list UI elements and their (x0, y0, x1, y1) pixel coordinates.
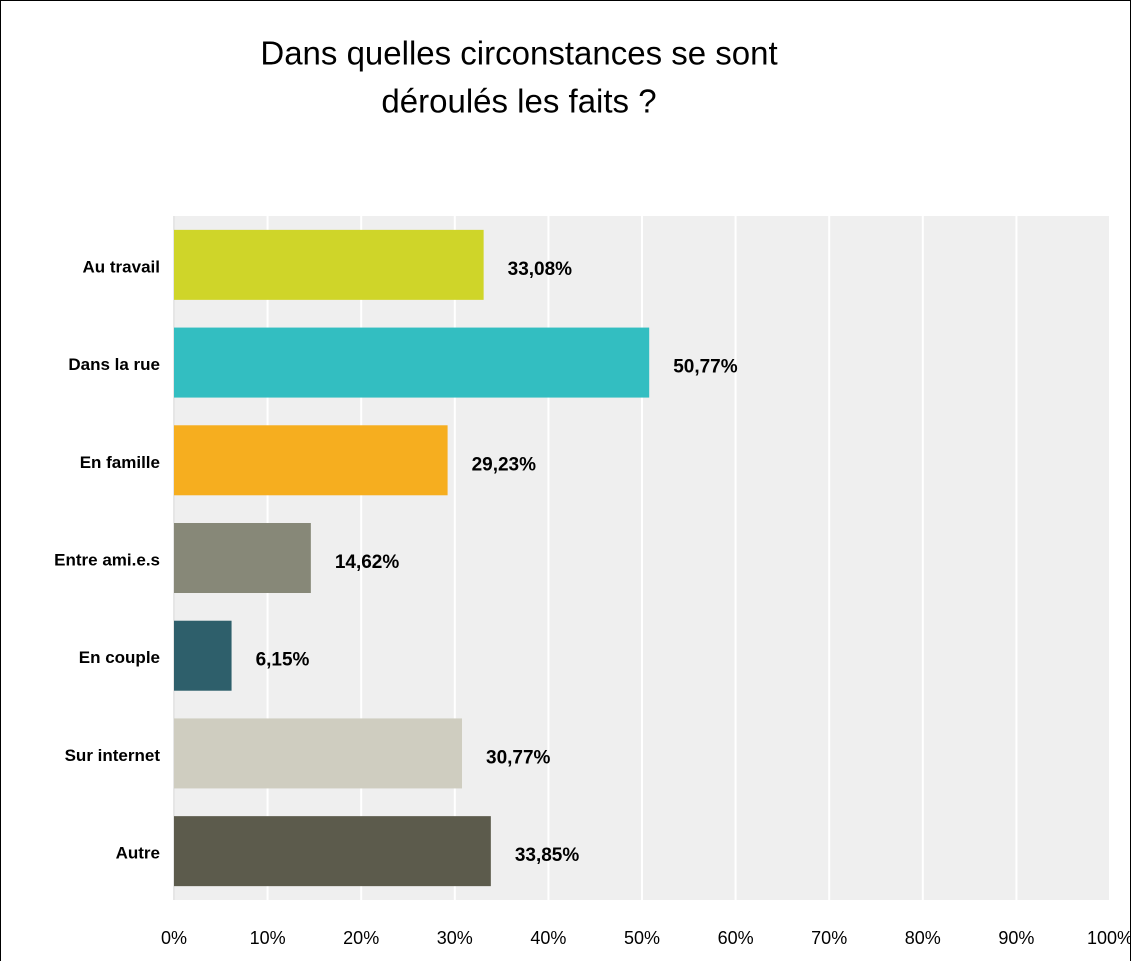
bar (174, 718, 463, 789)
x-tick-label: 0% (161, 928, 187, 948)
bar (174, 523, 311, 593)
y-tick-label: Autre (116, 844, 160, 863)
chart-title: Dans quelles circonstances se sont (260, 35, 777, 72)
value-label: 33,85% (515, 845, 580, 866)
y-tick-label: Entre ami.e.s (54, 550, 160, 569)
x-tick-label: 50% (624, 928, 660, 948)
x-tick-label: 80% (905, 928, 941, 948)
value-label: 29,23% (472, 454, 537, 475)
bar (174, 816, 491, 887)
value-label: 50,77% (673, 357, 738, 378)
chart-title: déroulés les faits ? (381, 83, 656, 120)
value-label: 30,77% (486, 747, 551, 768)
x-tick-label: 90% (998, 928, 1034, 948)
x-tick-label: 20% (343, 928, 379, 948)
y-tick-label: En famille (80, 453, 160, 472)
value-label: 6,15% (256, 650, 310, 671)
value-label: 14,62% (335, 552, 400, 573)
x-tick-label: 30% (437, 928, 473, 948)
x-tick-label: 100% (1087, 928, 1131, 948)
y-tick-label: Dans la rue (68, 355, 160, 374)
x-tick-label: 70% (811, 928, 847, 948)
x-tick-label: 60% (718, 928, 754, 948)
bar (174, 425, 448, 496)
y-tick-label: Sur internet (65, 746, 161, 765)
x-tick-label: 40% (530, 928, 566, 948)
value-label: 33,08% (508, 259, 573, 280)
bar (174, 327, 650, 398)
bar (174, 620, 232, 691)
y-tick-label: Au travail (83, 257, 160, 276)
bar (174, 229, 484, 300)
y-tick-label: En couple (79, 648, 160, 667)
x-tick-label: 10% (250, 928, 286, 948)
